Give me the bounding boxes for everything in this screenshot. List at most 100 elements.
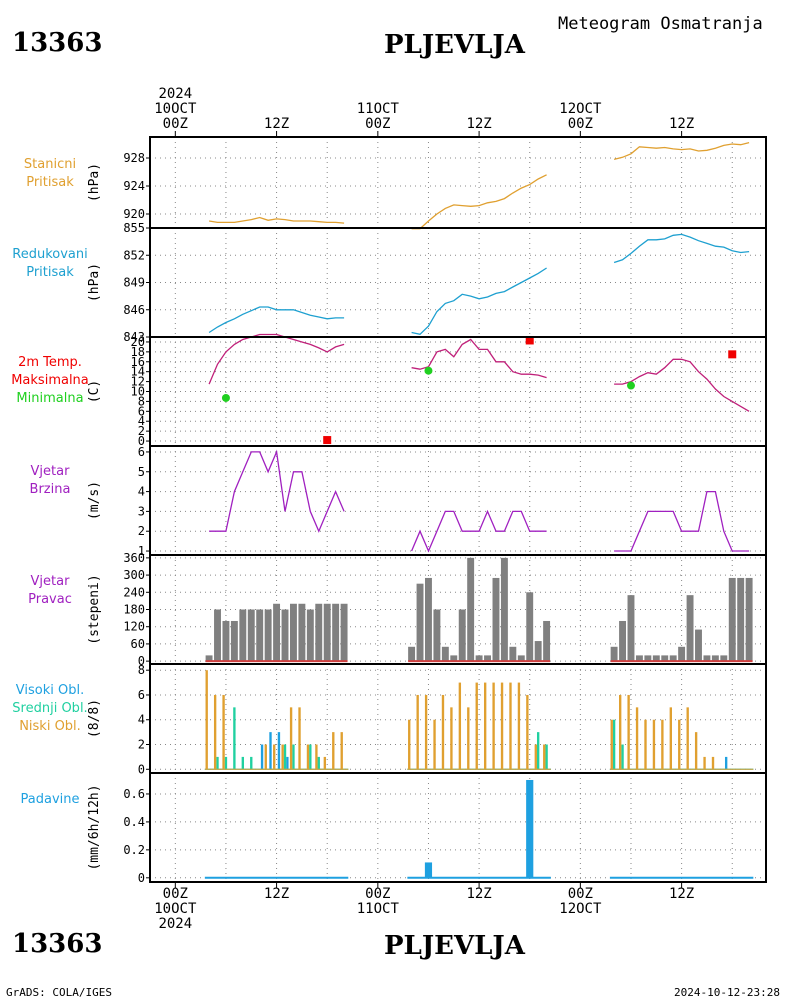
y-tick-label: 0.2	[123, 843, 145, 857]
y-tick-label: 20	[131, 335, 145, 349]
wind-dir-bar	[627, 595, 635, 662]
wind-dir-bar	[644, 655, 652, 662]
panel-precipitation: 0 0.2 0.4 0.6 (mm/6h/12h) Padavine	[21, 772, 767, 885]
cloud-bar-2	[264, 744, 267, 770]
cloud-bar-2	[475, 682, 478, 770]
precip-bar	[424, 862, 433, 878]
cloud-bar-1	[309, 744, 312, 770]
station-id-bottom: 13363	[12, 929, 103, 959]
cloud-bar-1	[292, 744, 295, 770]
wind-dir-bar	[214, 609, 221, 662]
y-tick-label: 8	[138, 663, 145, 677]
series-line-temperature	[411, 338, 547, 379]
wind-dir-bar	[500, 557, 508, 662]
cloud-bar-2	[458, 682, 462, 770]
wind-dir-bar	[703, 655, 711, 662]
panel-frame	[149, 445, 767, 556]
cloud-bar-0	[260, 744, 264, 770]
wind-dir-bar	[711, 655, 719, 662]
cloud-bar-2	[678, 719, 681, 770]
y-axis-label: (hPa)	[87, 263, 102, 302]
y-tick-label: 60	[131, 637, 145, 651]
cloud-bar-2	[686, 707, 689, 770]
series-line-temperature	[614, 358, 750, 412]
wind-dir-bar	[686, 595, 694, 662]
panel-label: Redukovani	[12, 247, 87, 262]
wind-dir-bar	[509, 646, 517, 662]
y-tick-label: 855	[123, 221, 145, 235]
cloud-bar-2	[703, 756, 706, 770]
y-axis-label: (m/s)	[87, 481, 102, 520]
cloud-bar-2	[450, 707, 453, 770]
credit-text: GrADS: COLA/IGES	[6, 986, 112, 999]
series-line-temperature	[208, 333, 345, 385]
wind-dir-bar	[450, 655, 458, 662]
time-label-bottom: 00Z	[163, 886, 188, 902]
cloud-bar-0	[724, 756, 728, 770]
y-tick-label: 852	[123, 248, 145, 262]
y-tick-label: 12	[131, 375, 145, 389]
station-id-top: 13363	[12, 28, 103, 58]
panel-station_pressure: 920 924 928 (hPa) Stanicni Pritisak	[24, 136, 767, 230]
y-tick-label: 2	[138, 424, 145, 438]
y-tick-label: 2	[138, 738, 145, 752]
wind-dir-bar	[323, 603, 331, 662]
time-label-bottom: 12Z	[264, 886, 289, 902]
y-tick-label: 0.4	[123, 815, 145, 829]
y-tick-label: 1	[138, 544, 145, 558]
series-line-station_pressure	[411, 174, 547, 230]
panel-label: Maksimalna	[11, 373, 89, 388]
y-axis-label: (C)	[87, 380, 102, 403]
y-tick-label: 10	[131, 385, 145, 399]
time-label-top: 12Z	[264, 116, 289, 132]
panel-label: Vjetar	[31, 464, 71, 479]
panel-label: Minimalna	[16, 391, 83, 406]
y-tick-label: 849	[123, 276, 145, 290]
panel-reduced_pressure: 843 846 849 852 855 (hPa)Redukovani Pritisak	[12, 221, 767, 344]
series-line-wind_speed	[209, 449, 345, 533]
tmin-marker	[626, 381, 635, 390]
panel-label: Padavine	[21, 792, 80, 807]
cloud-bar-1	[250, 756, 253, 770]
panel-wind_direction: 0 60 120 180 240 300 360 (stepeni) Vjetar Pravac	[28, 551, 767, 668]
cloud-bar-1	[317, 756, 320, 770]
series-line-reduced_pressure	[613, 233, 750, 264]
time-label-top: 12Z	[466, 116, 491, 132]
cloud-bar-2	[627, 694, 630, 770]
panel-label: Stanicni	[24, 157, 76, 172]
wind-dir-bar	[273, 603, 281, 662]
wind-dir-bar	[695, 629, 702, 662]
wind-dir-bar	[467, 557, 475, 662]
wind-dir-bar	[340, 603, 348, 662]
cloud-bar-2	[635, 707, 639, 770]
y-tick-label: 0	[138, 871, 145, 885]
wind-dir-bar	[433, 609, 441, 662]
cloud-bar-2	[694, 732, 698, 770]
y-tick-label: 928	[123, 151, 145, 165]
y-tick-label: 240	[123, 585, 145, 599]
time-label-bottom: 00Z	[568, 886, 593, 902]
wind-dir-bar	[661, 655, 669, 662]
panel-wind_speed: 1 2 3 4 5 6 (m/s) Vjetar Brzina	[30, 445, 767, 558]
cloud-bar-2	[500, 682, 504, 770]
cloud-bar-2	[433, 719, 436, 770]
cloud-bar-2	[467, 707, 470, 770]
y-axis-label: (mm/6h/12h)	[87, 784, 102, 870]
panel-label: 2m Temp.	[18, 355, 82, 370]
panel-frame	[149, 336, 767, 447]
panel-label: Pritisak	[26, 175, 74, 190]
cloud-bar-2	[669, 707, 672, 770]
cloud-bar-2	[273, 744, 276, 770]
cloud-bar-1	[283, 744, 287, 770]
panel-frame	[149, 136, 767, 229]
wind-dir-bar	[517, 655, 525, 662]
cloud-bar-2	[652, 719, 656, 770]
y-tick-label: 0	[138, 654, 145, 668]
wind-dir-bar	[669, 655, 677, 662]
wind-dir-bar	[416, 583, 424, 662]
wind-dir-bar	[534, 641, 542, 662]
panel-label: Niski Obl.	[19, 719, 81, 734]
cloud-bar-1	[536, 732, 540, 770]
y-tick-label: 14	[131, 365, 145, 379]
cloud-bar-1	[612, 719, 616, 770]
